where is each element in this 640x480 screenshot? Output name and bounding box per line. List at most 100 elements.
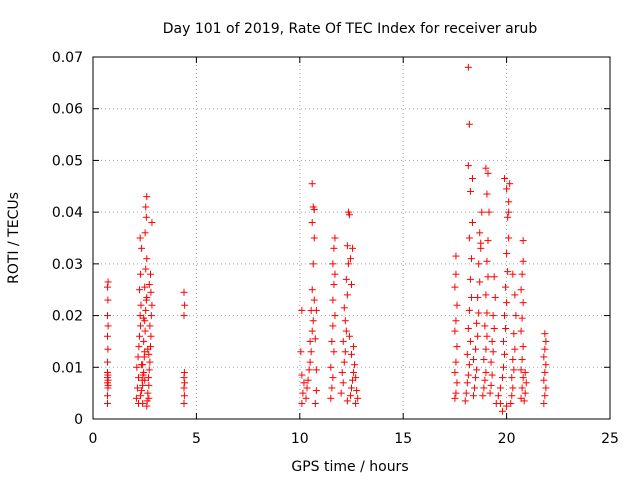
data-point [311,399,319,407]
y-tick-label: 0.05 [52,153,83,169]
data-point [339,379,347,387]
data-point [331,270,339,278]
y-tick-label: 0.06 [52,102,83,118]
x-tick-label: 0 [89,431,98,447]
data-point [103,392,111,400]
data-point [180,399,188,407]
data-point [304,376,312,384]
data-point [327,394,335,402]
data-point [297,348,305,356]
data-point [518,270,526,278]
data-point [483,257,491,265]
data-point [466,275,474,283]
data-point [348,384,355,392]
data-point [452,252,460,260]
data-point [473,319,481,327]
data-point [452,389,460,397]
data-point [503,402,511,410]
data-point [463,350,471,358]
data-point [540,376,548,384]
y-tick-label: 0.03 [52,257,83,273]
data-point [508,392,516,400]
data-point [465,361,473,369]
data-point [308,327,316,335]
data-point [484,273,492,281]
data-point [519,343,527,351]
data-point [345,211,353,219]
data-point [508,374,516,382]
data-point [466,337,474,345]
data-point [541,392,549,400]
data-point [350,343,358,351]
data-point [541,368,549,376]
data-point [542,361,550,369]
data-point [338,368,346,376]
data-point [145,381,153,389]
data-point [308,286,316,294]
data-point [147,288,155,296]
y-tick-labels: 0 0.01 0.02 0.03 0.04 0.05 0.06 0.07 [52,50,83,428]
data-point [464,371,472,379]
data-point [509,270,517,278]
data-point [343,397,351,405]
data-point [518,314,526,322]
data-point [312,306,320,314]
data-point [541,345,549,353]
data-point [453,301,461,309]
data-point [306,358,314,366]
data-point [103,368,111,376]
data-point [509,384,517,392]
data-point [519,237,527,245]
data-point [342,275,350,283]
data-point [502,325,510,332]
data-point [307,348,315,356]
data-point [136,286,144,294]
data-point [477,239,485,247]
x-tick-label: 5 [192,431,201,447]
data-point [104,345,112,353]
data-point [343,242,351,250]
data-point [137,270,145,278]
data-point [136,332,144,340]
data-point [329,296,337,304]
data-point [145,394,153,402]
data-point [520,397,528,405]
data-point [488,371,496,379]
data-point [346,255,354,263]
data-point [540,353,548,361]
data-point [499,337,507,345]
data-point [510,366,518,374]
data-point [521,389,529,397]
y-tick-label: 0.02 [52,309,83,325]
data-point [540,399,548,407]
data-point [351,361,359,369]
data-point [147,332,155,340]
data-point [299,389,307,397]
data-point [312,387,320,395]
data-point [475,260,483,268]
y-tick-label: 0.04 [52,205,83,221]
data-point [348,281,355,289]
data-point [464,162,472,170]
data-point [145,350,153,358]
data-point [349,244,357,252]
data-point [483,309,491,317]
data-point [487,358,495,366]
data-point [467,255,475,263]
data-point [474,332,482,340]
data-point [340,358,348,366]
data-point [518,356,526,364]
data-point [519,299,527,307]
data-point [491,293,499,301]
data-point [342,327,350,335]
data-point [330,244,338,252]
data-point [486,389,494,397]
data-point [346,392,354,400]
data-point [490,273,498,281]
data-point [511,345,519,353]
data-point [142,306,150,314]
data-point [472,345,480,353]
data-point [480,384,488,392]
data-point [143,293,151,301]
